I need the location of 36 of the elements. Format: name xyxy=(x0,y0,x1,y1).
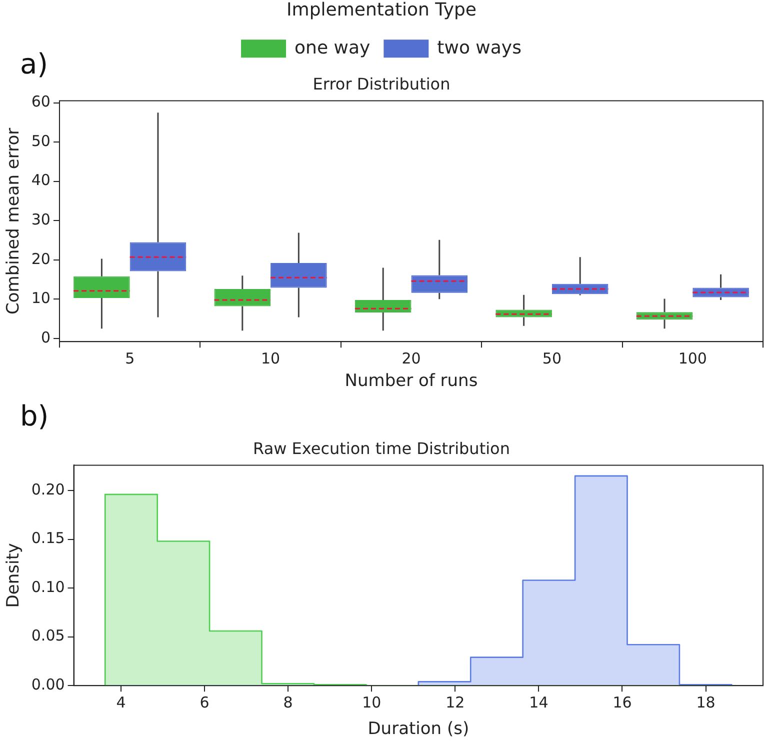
y-tick-label: 40 xyxy=(31,171,50,190)
x-tick-label: 8 xyxy=(283,693,293,712)
chart-title: Raw Execution time Distribution xyxy=(253,438,510,458)
y-tick-label: 0 xyxy=(40,328,50,346)
y-tick-label: 10 xyxy=(31,289,50,308)
legend-title: Implementation Type xyxy=(286,0,476,21)
x-tick-label: 10 xyxy=(362,693,382,712)
x-axis-title: Duration (s) xyxy=(368,719,470,740)
x-tick-label: 18 xyxy=(696,693,716,712)
y-tick-label: 0.00 xyxy=(31,675,65,694)
text: a) xyxy=(20,47,48,80)
legend-label: two ways xyxy=(437,37,522,58)
y-tick-label: 0.10 xyxy=(31,578,65,596)
x-tick-label: 50 xyxy=(542,349,562,368)
text: b) xyxy=(20,399,49,432)
y-tick-label: 30 xyxy=(31,210,50,228)
x-tick-label: 12 xyxy=(446,693,465,712)
x-axis-title: Number of runs xyxy=(344,371,478,392)
chart-title: Error Distribution xyxy=(312,74,450,94)
y-tick-label: 0.20 xyxy=(31,480,65,498)
legend-label: one way xyxy=(294,37,371,58)
y-axis-title: Density xyxy=(4,543,24,608)
y-axis-title: Combined mean error xyxy=(4,128,24,314)
y-tick-label: 20 xyxy=(31,250,50,268)
x-tick-label: 14 xyxy=(529,693,548,712)
x-tick-label: 100 xyxy=(678,349,707,368)
x-tick-label: 20 xyxy=(402,349,421,368)
x-tick-label: 10 xyxy=(260,349,280,368)
y-tick-label: 0.05 xyxy=(31,626,65,645)
x-tick-label: 6 xyxy=(200,693,210,712)
x-tick-label: 4 xyxy=(116,693,126,712)
x-tick-label: 16 xyxy=(612,693,632,712)
y-tick-label: 0.15 xyxy=(31,529,65,548)
x-tick-label: 5 xyxy=(125,349,135,368)
y-tick-label: 60 xyxy=(31,92,50,111)
y-tick-label: 50 xyxy=(31,132,50,150)
